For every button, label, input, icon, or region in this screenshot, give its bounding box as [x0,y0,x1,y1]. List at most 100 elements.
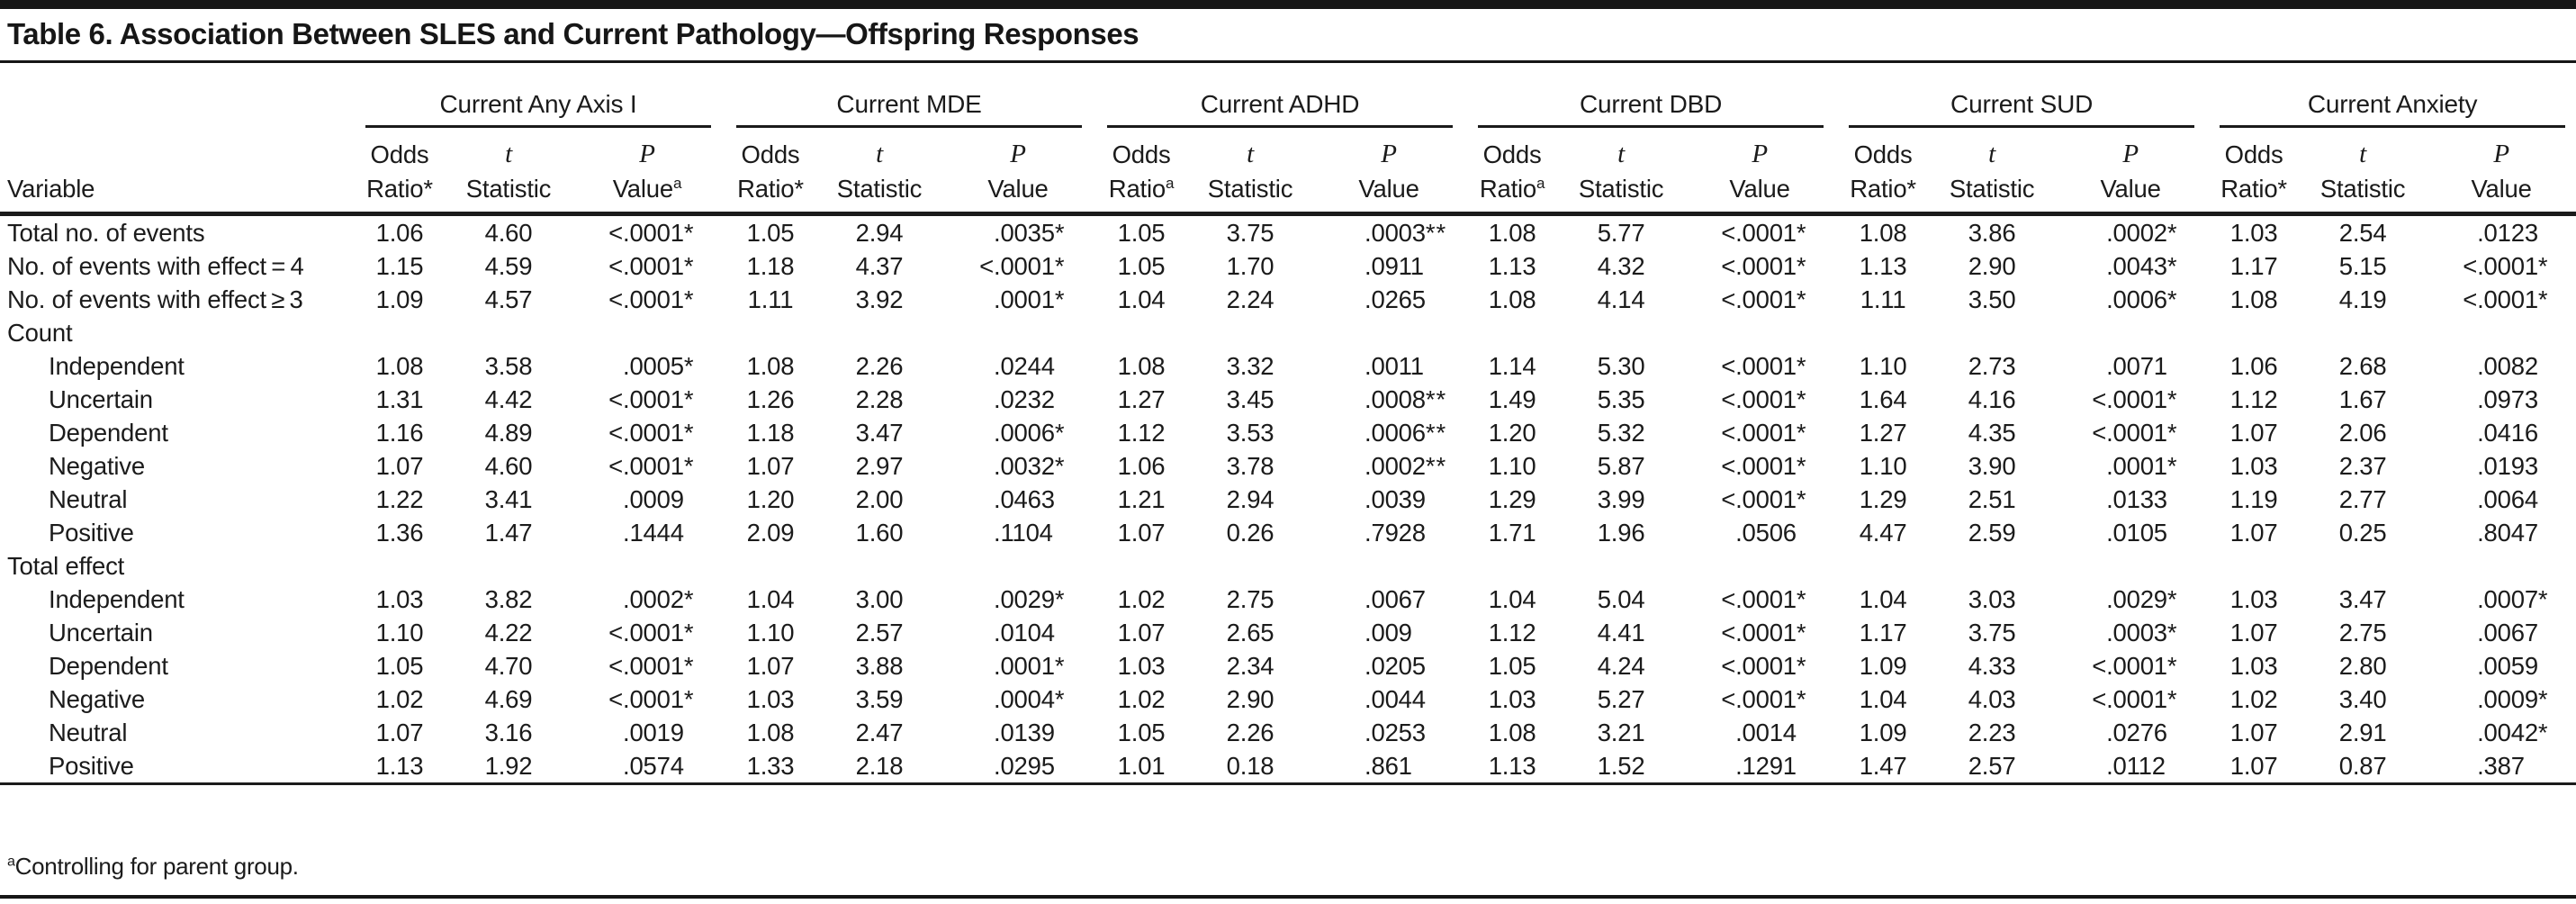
cell-t-statistic: 3.41 [484,484,533,513]
cell-t-statistic: 4.03 [1968,684,2016,713]
cell-odds-ratio: 1.04 [1117,285,1166,313]
cell-odds-ratio: 1.06 [2229,351,2278,380]
p-number: .0003 [1365,218,1426,247]
significance-asterisks: * [1796,451,1807,480]
cell-p-value [2054,316,2207,349]
cell-p-value: .0133 [2054,483,2207,516]
cell-odds-ratio [353,316,446,349]
cell-t-statistic: 3.50 [1968,285,2016,313]
cell-odds-ratio: 1.12 [1117,418,1166,447]
p-less-than: < [1721,684,1736,713]
p-less-than: < [1721,418,1736,447]
p-number: .0001 [1735,418,1797,447]
table-row: Total no. of events 1.06 4.60 <.0001* 1.05 2.… [0,214,2576,250]
column-header-bottom: Statistic [1930,169,2055,216]
cell-odds-ratio: 1.13 [353,749,446,785]
column-header-top: t [1617,140,1625,168]
significance-asterisks: * [2166,285,2178,313]
cell-p-value: .0011 [1312,349,1465,383]
p-number: .0001 [623,285,684,313]
cell-p-value: .0059 [2425,649,2576,683]
significance-asterisks: * [1796,218,1807,247]
significance-asterisks: ** [1425,451,1447,480]
p-less-than: < [2092,684,2107,713]
significance-asterisks: * [2166,218,2178,247]
group-header-label: Current Anxiety [2220,90,2566,128]
column-header-top: Odds [2224,140,2283,168]
row-label: No. of events with effect = 4 [7,251,304,280]
column-header-top: P [1010,140,1026,168]
cell-odds-ratio: 1.16 [375,418,424,447]
p-number: .0001 [994,651,1055,680]
cell-p-value [571,316,724,349]
p-number: .0001 [994,285,1055,313]
cell-t-statistic: 0.87 [2301,749,2426,785]
cell-t-statistic: 3.45 [1226,384,1274,413]
cell-p-value: <.0001* [1683,283,1836,316]
cell-p-value: <.0001* [1683,616,1836,649]
significance-asterisks: * [683,651,695,680]
cell-t-statistic: 2.73 [1968,351,2016,380]
row-label: Positive [49,518,134,547]
cell-p-value: .1291 [1683,749,1837,785]
cell-odds-ratio: 1.07 [375,451,424,480]
cell-t-statistic: 4.19 [2338,285,2387,313]
significance-asterisks: * [2166,651,2178,680]
footnote-a-text: Controlling for parent group. [14,853,299,880]
table-row: Positive 1.13 1.92.0574 1.33 2.18.0295 1.01 0.… [0,749,2576,785]
cell-t-statistic: 2.51 [1968,484,2016,513]
table-row: Neutral 1.07 3.16 .0019 1.08 2.47 .0139 1.05 2.2… [0,716,2576,749]
table-row: Uncertain 1.31 4.42 <.0001* 1.26 2.28.0232 1.2… [0,383,2576,416]
significance-asterisks: * [1796,484,1807,513]
cell-odds-ratio: 1.11 [1860,285,1906,313]
cell-t-statistic: 5.04 [1597,584,1645,613]
cell-p-value: <.0001* [1683,483,1836,516]
footnote-a: aControlling for parent group. [7,852,2569,881]
p-number: .0001 [1735,384,1797,413]
p-number: .0295 [994,751,1055,780]
cell-odds-ratio: 1.13 [1488,251,1536,280]
cell-t-statistic: 2.77 [2338,484,2387,513]
cell-t-statistic: 4.70 [484,651,533,680]
cell-odds-ratio: 1.14 [1488,351,1536,380]
p-less-than: < [1721,618,1736,646]
cell-odds-ratio: 1.29 [1859,484,1907,513]
cell-t-statistic: 2.47 [855,718,904,746]
cell-t-statistic: 3.99 [1597,484,1645,513]
p-number: .0008 [1365,384,1426,413]
p-number: .0001 [1735,651,1797,680]
cell-p-value [1683,549,1836,583]
cell-p-value: .0123 [2425,214,2576,250]
p-number: .0042 [2477,718,2538,746]
p-number: .0009 [623,484,684,513]
cell-odds-ratio: 1.21 [1117,484,1166,513]
cell-p-value: .0193 [2425,449,2576,483]
footnote-a-marker: a [7,853,15,870]
p-number: .0973 [2477,384,2538,413]
significance-asterisks: * [1054,584,1066,613]
cell-p-value: .0003* [2054,616,2207,649]
row-label: Negative [49,684,145,713]
cell-odds-ratio: 1.05 [375,651,424,680]
cell-p-value [941,316,1094,349]
cell-p-value: .0067 [2425,616,2576,649]
significance-asterisks: * [683,418,695,447]
significance-asterisks: * [2166,618,2178,646]
p-number: .0003 [2106,618,2167,646]
cell-t-statistic: 1.70 [1226,251,1274,280]
significance-asterisks: ** [1425,384,1447,413]
row-label: Neutral [49,718,128,746]
p-less-than: < [2463,251,2478,280]
title-rule [0,60,2576,63]
column-header-top: Odds [370,140,429,168]
column-header-top: t [1247,140,1254,168]
cell-p-value: .0973 [2425,383,2576,416]
cell-t-statistic: 2.37 [2338,451,2387,480]
significance-asterisks: * [683,218,695,247]
significance-asterisks: * [683,251,695,280]
p-number: .0105 [2106,518,2167,547]
cell-p-value: .0105 [2054,516,2207,549]
cell-p-value: .0064 [2425,483,2576,516]
cell-odds-ratio: 1.07 [2229,618,2278,646]
